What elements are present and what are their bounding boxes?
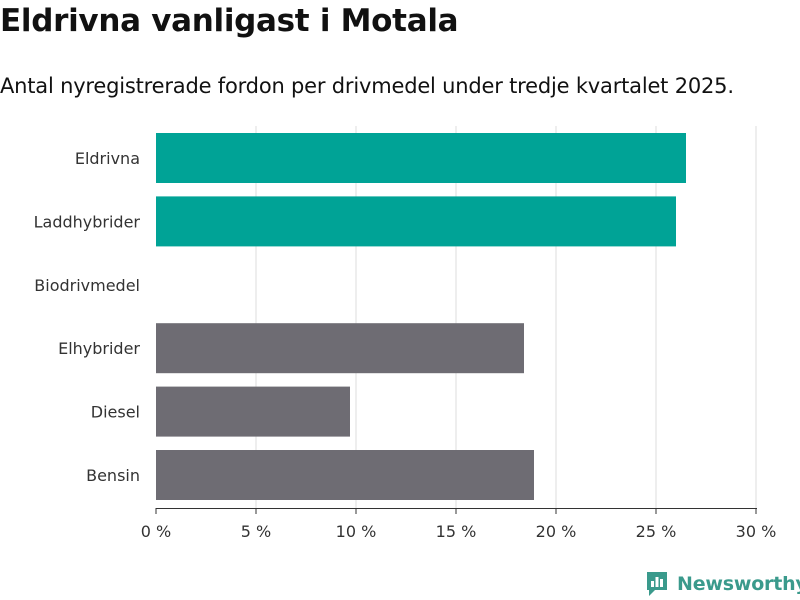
- chart-title: Eldrivna vanligast i Motala: [0, 3, 459, 39]
- x-tick-label: 25 %: [636, 522, 677, 541]
- x-tick-label: 15 %: [436, 522, 477, 541]
- newsworthy-logo: Newsworthy: [645, 570, 800, 598]
- x-tick-label: 5 %: [241, 522, 271, 541]
- category-label: Eldrivna: [75, 149, 140, 168]
- x-tick-label: 10 %: [336, 522, 377, 541]
- bar: [156, 386, 350, 437]
- bars: [156, 133, 686, 500]
- bar: [156, 133, 686, 183]
- category-label: Elhybrider: [58, 339, 140, 358]
- category-label: Biodrivmedel: [34, 276, 140, 295]
- x-tick-label: 30 %: [736, 522, 777, 541]
- category-label: Laddhybrider: [34, 212, 141, 231]
- chart-subtitle: Antal nyregistrerade fordon per drivmede…: [0, 74, 734, 98]
- category-label: Diesel: [91, 403, 140, 422]
- category-label: Bensin: [86, 466, 140, 485]
- bar: [156, 196, 676, 247]
- category-labels: Eldrivna Laddhybrider Biodrivmedel Elhybrid…: [34, 149, 141, 485]
- bar: [156, 323, 524, 374]
- x-tick-label: 20 %: [536, 522, 577, 541]
- bar: [156, 450, 534, 500]
- grid-lines: [255, 126, 757, 508]
- x-tick-label: 0 %: [141, 522, 171, 541]
- newsworthy-logo-icon: [647, 572, 667, 596]
- x-axis: 0 % 5 % 10 % 15 % 20 % 25 % 30 %: [141, 508, 777, 541]
- brand-name: Newsworthy: [677, 573, 800, 595]
